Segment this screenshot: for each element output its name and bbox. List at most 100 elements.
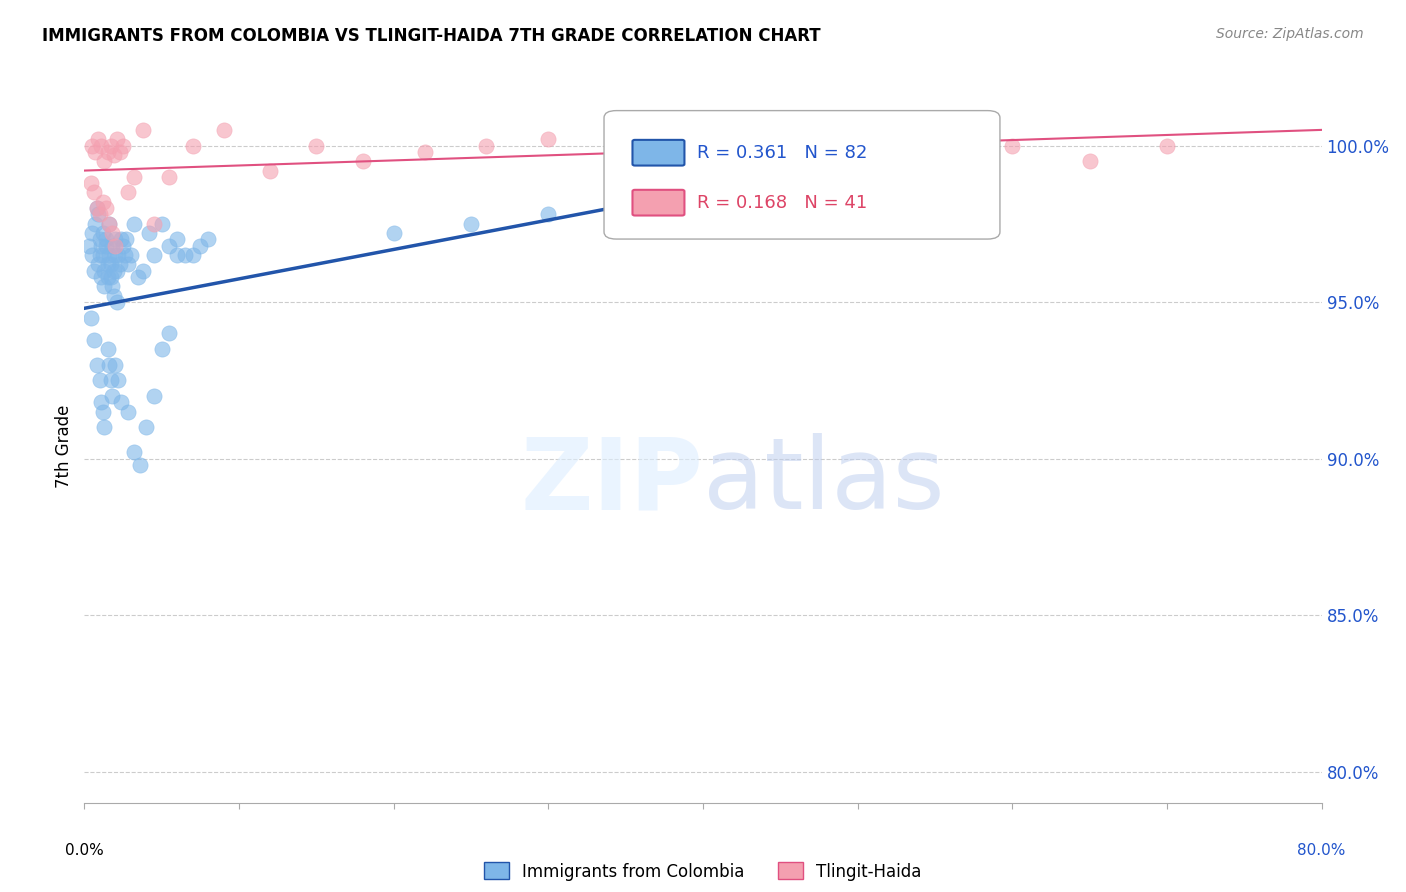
Point [100, 138, 122, 153]
FancyBboxPatch shape [605, 111, 1000, 239]
Point [122, 169, 145, 184]
Point [83, 333, 105, 347]
Point [98, 358, 121, 372]
Point [93, 420, 115, 434]
Point [769, 123, 792, 137]
Point [924, 132, 946, 146]
Point [98, 217, 121, 231]
Legend: Immigrants from Colombia, Tlingit-Haida: Immigrants from Colombia, Tlingit-Haida [478, 855, 928, 888]
Point [91, 404, 114, 418]
Point [132, 123, 155, 137]
Point [82, 226, 104, 240]
Point [110, 232, 132, 246]
Point [104, 358, 127, 372]
Point [614, 217, 637, 231]
Text: 80.0%: 80.0% [1298, 843, 1346, 858]
Point [112, 238, 135, 252]
Point [87, 207, 110, 221]
Point [82, 248, 104, 262]
Point [104, 248, 127, 262]
Point [108, 145, 131, 159]
Point [1001, 138, 1024, 153]
Point [82, 138, 104, 153]
Point [212, 123, 235, 137]
Point [138, 226, 160, 240]
Point [614, 138, 637, 153]
Point [101, 226, 124, 240]
Point [101, 279, 124, 293]
Point [86, 201, 108, 215]
Point [143, 217, 166, 231]
Text: IMMIGRANTS FROM COLOMBIA VS TLINGIT-HAIDA 7TH GRADE CORRELATION CHART: IMMIGRANTS FROM COLOMBIA VS TLINGIT-HAID… [42, 27, 821, 45]
Point [122, 445, 145, 459]
Point [159, 169, 181, 184]
Point [159, 238, 181, 252]
Point [97, 145, 120, 159]
Point [460, 217, 482, 231]
Point [305, 138, 328, 153]
Text: R = 0.168   N = 41: R = 0.168 N = 41 [697, 194, 868, 211]
Point [117, 186, 139, 200]
Point [924, 186, 946, 200]
Point [98, 248, 121, 262]
Point [181, 138, 204, 153]
Point [537, 207, 560, 221]
Point [83, 186, 105, 200]
Point [79, 310, 101, 325]
Point [91, 248, 114, 262]
Point [93, 264, 115, 278]
Point [103, 148, 125, 162]
Point [132, 264, 155, 278]
Point [83, 264, 105, 278]
Point [537, 132, 560, 146]
Point [117, 257, 139, 271]
Point [90, 238, 112, 252]
Point [101, 238, 124, 252]
Point [143, 248, 166, 262]
Point [174, 248, 197, 262]
Point [98, 217, 121, 231]
Text: 0.0%: 0.0% [65, 843, 104, 858]
Point [692, 145, 714, 159]
Point [159, 326, 181, 341]
FancyBboxPatch shape [633, 140, 685, 166]
Point [107, 373, 129, 387]
Point [413, 145, 436, 159]
Point [91, 194, 114, 209]
Text: R = 0.361   N = 82: R = 0.361 N = 82 [697, 144, 868, 161]
Point [1078, 154, 1101, 169]
Point [90, 138, 112, 153]
Point [84, 145, 107, 159]
Point [846, 194, 869, 209]
Point [166, 232, 188, 246]
Point [769, 201, 792, 215]
Point [107, 248, 129, 262]
Point [93, 279, 115, 293]
Point [87, 132, 110, 146]
Point [114, 248, 136, 262]
Point [89, 207, 111, 221]
Point [97, 257, 120, 271]
Text: Source: ZipAtlas.com: Source: ZipAtlas.com [1216, 27, 1364, 41]
Point [197, 232, 219, 246]
Point [105, 132, 128, 146]
Point [90, 395, 112, 409]
Point [110, 395, 132, 409]
Point [135, 420, 157, 434]
Point [100, 373, 122, 387]
Point [166, 248, 188, 262]
Point [108, 257, 131, 271]
Point [128, 270, 150, 285]
Point [846, 138, 869, 153]
Point [89, 248, 111, 262]
Point [91, 226, 114, 240]
Point [90, 270, 112, 285]
Point [87, 257, 110, 271]
Point [89, 232, 111, 246]
Point [103, 289, 125, 303]
Point [117, 404, 139, 418]
Point [94, 232, 117, 246]
Point [94, 238, 117, 252]
FancyBboxPatch shape [633, 190, 685, 216]
Text: atlas: atlas [703, 434, 945, 530]
